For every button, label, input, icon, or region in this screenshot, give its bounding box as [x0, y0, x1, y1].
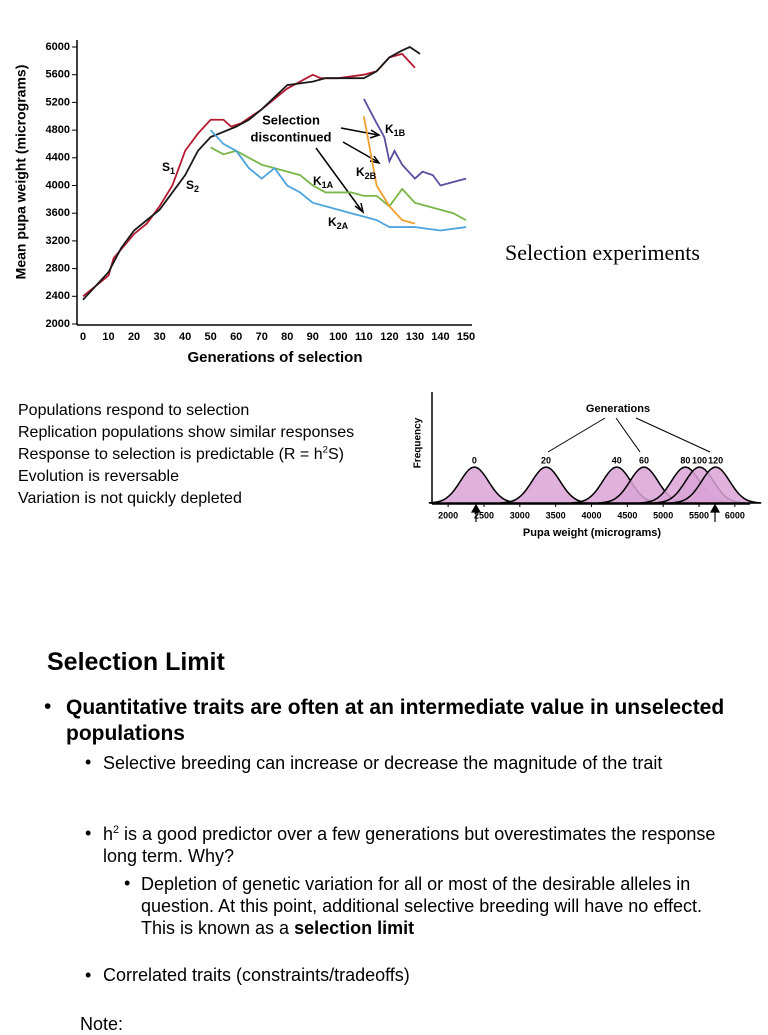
y-tick-label: 4400	[46, 152, 70, 164]
x-axis-label: Pupa weight (micrograms)	[523, 527, 661, 539]
text: S)	[327, 446, 344, 463]
section-title: Selection Limit	[47, 648, 225, 676]
x-tick-label: 2500	[474, 510, 494, 520]
annotation: discontinued	[251, 129, 332, 144]
x-tick-label: 130	[406, 331, 424, 343]
x-tick-label: 60	[230, 331, 242, 343]
x-tick-label: 110	[355, 331, 373, 343]
note: Populations respond to selection	[18, 402, 250, 419]
superscript: 2	[322, 444, 328, 456]
bullet-text: Correlated traits (constraints/tradeoffs…	[103, 965, 410, 985]
x-tick-label: 50	[205, 331, 217, 343]
text: Depletion of genetic variation for all o…	[141, 874, 703, 938]
bullet: •	[85, 823, 92, 843]
x-tick-label: 5000	[653, 510, 673, 520]
bullet-text: h2 is a good predictor over a few genera…	[103, 823, 743, 867]
y-tick-label: 5600	[46, 69, 70, 81]
charts: Mean pupa weight (micrograms) Generation…	[13, 40, 762, 539]
x-tick-label: 150	[457, 331, 475, 343]
y-axis-label: Mean pupa weight (micrograms)	[13, 65, 29, 280]
text: Response to selection is predictable (R …	[18, 446, 323, 463]
x-tick-label: 5500	[689, 510, 709, 520]
x-tick-label: 20	[128, 331, 140, 343]
x-tick-label: 2000	[438, 510, 458, 520]
notes: Populations respond to selection Replica…	[18, 400, 354, 510]
x-tick-label: 120	[380, 331, 398, 343]
curve-label: 40	[612, 455, 622, 465]
curve-label: 80	[680, 455, 690, 465]
bullet-text: Selective breeding can increase or decre…	[103, 753, 663, 773]
note: Replication populations show similar res…	[18, 424, 355, 441]
series-label: S2	[186, 178, 199, 194]
x-axis-label: Generations of selection	[187, 349, 362, 366]
caption: Selection experiments	[505, 240, 700, 265]
x-tick-label: 0	[80, 331, 86, 343]
series-line	[362, 116, 416, 225]
series-line	[363, 98, 467, 187]
x-tick-label: 3500	[546, 510, 566, 520]
distribution-curve	[428, 466, 520, 504]
bullet-text: Depletion of genetic variation for all o…	[141, 873, 721, 939]
y-tick-label: 6000	[46, 41, 70, 53]
distribution-curve	[670, 466, 762, 504]
x-tick-label: 10	[102, 331, 114, 343]
y-tick-label: 3600	[46, 207, 70, 219]
curve-label: 120	[708, 455, 723, 465]
x-tick-label: 6000	[725, 510, 745, 520]
curve-label: 20	[541, 455, 551, 465]
x-tick-label: 100	[329, 331, 347, 343]
y-tick-label: 2400	[46, 290, 70, 302]
curve-label: 60	[639, 455, 649, 465]
series-line	[210, 146, 467, 221]
note: Variation is not quickly depleted	[18, 490, 242, 507]
x-tick-label: 4000	[581, 510, 601, 520]
text: is a good predictor over a few generatio…	[103, 824, 716, 866]
annotation: Selection	[262, 112, 320, 127]
distribution-curve	[500, 466, 592, 504]
series-label: S1	[162, 160, 175, 176]
annotation-arrows	[315, 127, 381, 214]
note: Response to selection is predictable (R …	[18, 444, 354, 466]
note-text: Note:	[80, 1014, 124, 1034]
x-tick-label: 3000	[510, 510, 530, 520]
y-tick-label: 4800	[46, 124, 70, 136]
bullet: •	[85, 752, 92, 772]
series-line	[82, 45, 421, 301]
y-tick-label: 3200	[46, 235, 70, 247]
curve-label: 0	[472, 455, 477, 465]
y-tick-label: 5200	[46, 96, 70, 108]
x-tick-label: 30	[153, 331, 165, 343]
bullet: •	[44, 695, 52, 718]
curve-label: 100	[692, 455, 707, 465]
y-axis-label: Frequency	[413, 417, 424, 468]
x-tick-label: 40	[179, 331, 191, 343]
series-line	[210, 129, 467, 232]
x-tick-label: 140	[431, 331, 449, 343]
bold-text: selection limit	[294, 918, 415, 938]
y-tick-label: 2000	[46, 318, 70, 330]
chart-title: Generations	[586, 403, 650, 415]
bullet-text: Quantitative traits are often at an inte…	[66, 696, 725, 745]
series-label: K2A	[328, 215, 349, 231]
superscript: 2	[113, 824, 120, 836]
text: h	[103, 824, 114, 844]
x-tick-label: 90	[307, 331, 319, 343]
title-connectors	[547, 417, 711, 453]
x-tick-label: 4500	[617, 510, 637, 520]
series-line	[82, 52, 416, 297]
bullet: •	[124, 873, 131, 893]
axis-arrows	[470, 503, 721, 522]
x-tick-label: 70	[256, 331, 268, 343]
note: Evolution is reversable	[18, 468, 179, 485]
series-label: K2B	[356, 165, 377, 181]
series-label: K1A	[313, 174, 334, 190]
y-tick-label: 2800	[46, 263, 70, 275]
y-tick-label: 4000	[46, 179, 70, 191]
series-label: K1B	[385, 122, 406, 138]
x-tick-label: 80	[281, 331, 293, 343]
bullet: •	[85, 965, 92, 985]
